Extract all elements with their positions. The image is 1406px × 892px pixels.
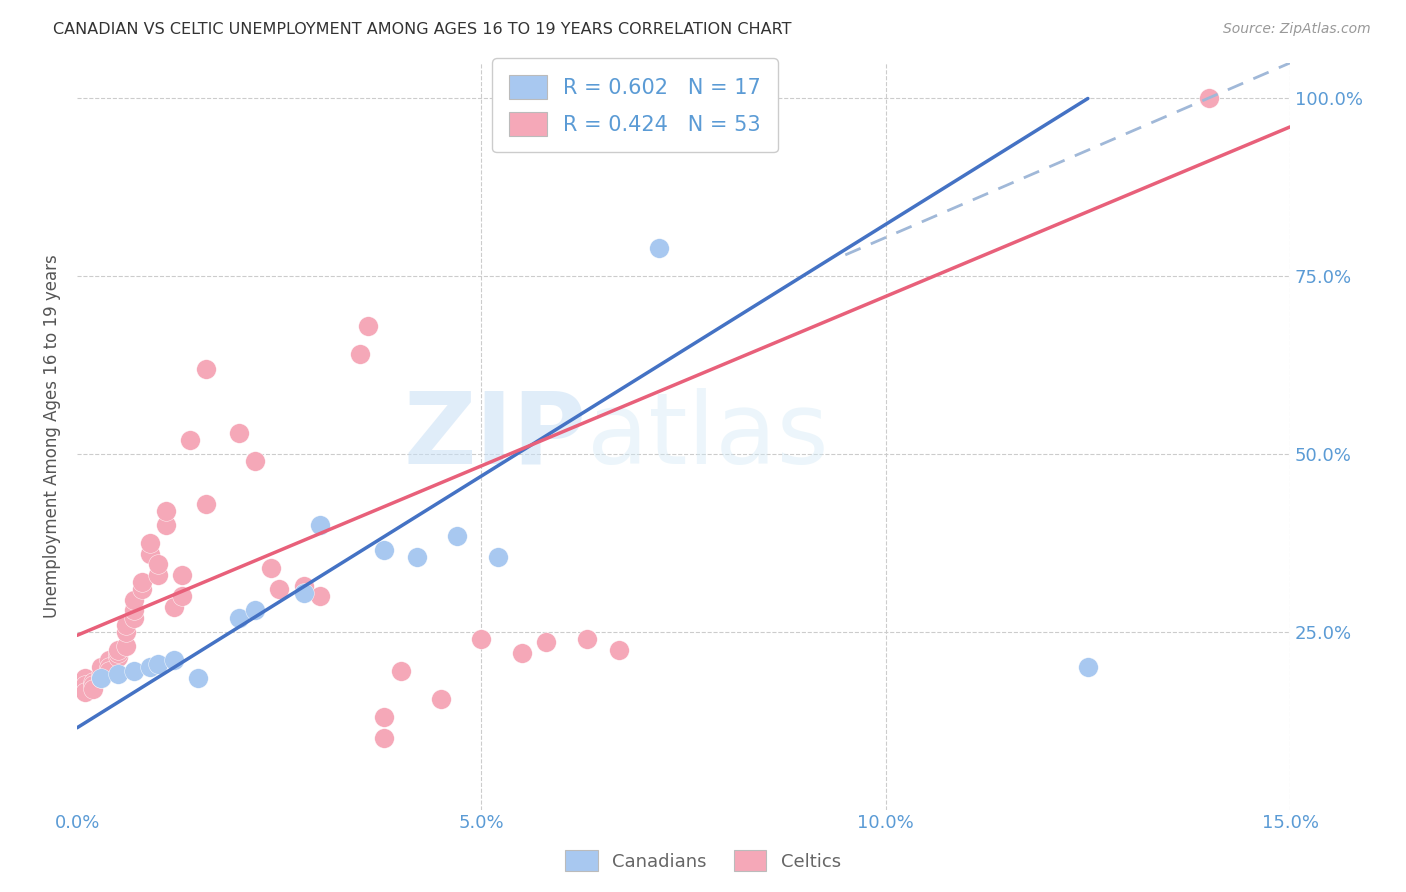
Point — [243, 603, 266, 617]
Point — [131, 582, 153, 596]
Point — [243, 454, 266, 468]
Legend: R = 0.602   N = 17, R = 0.424   N = 53: R = 0.602 N = 17, R = 0.424 N = 53 — [492, 58, 778, 153]
Point — [389, 664, 412, 678]
Point — [163, 653, 186, 667]
Point — [373, 543, 395, 558]
Point — [82, 678, 104, 692]
Point — [90, 671, 112, 685]
Point — [575, 632, 598, 646]
Point — [228, 610, 250, 624]
Point — [607, 642, 630, 657]
Point — [155, 504, 177, 518]
Point — [98, 653, 121, 667]
Point — [122, 603, 145, 617]
Point — [172, 567, 194, 582]
Point — [82, 681, 104, 696]
Point — [195, 361, 218, 376]
Point — [486, 550, 509, 565]
Point — [1077, 660, 1099, 674]
Point — [648, 241, 671, 255]
Point — [260, 561, 283, 575]
Point — [107, 667, 129, 681]
Point — [146, 558, 169, 572]
Point — [470, 632, 492, 646]
Point — [163, 599, 186, 614]
Point — [179, 433, 201, 447]
Point — [292, 585, 315, 599]
Point — [155, 518, 177, 533]
Point — [75, 671, 97, 685]
Point — [446, 529, 468, 543]
Point — [373, 710, 395, 724]
Point — [75, 685, 97, 699]
Point — [122, 610, 145, 624]
Point — [107, 649, 129, 664]
Point — [122, 664, 145, 678]
Point — [90, 671, 112, 685]
Point — [146, 567, 169, 582]
Point — [139, 660, 162, 674]
Point — [510, 646, 533, 660]
Point — [308, 518, 330, 533]
Point — [146, 657, 169, 671]
Point — [82, 674, 104, 689]
Point — [269, 582, 291, 596]
Point — [90, 660, 112, 674]
Point — [228, 425, 250, 440]
Legend: Canadians, Celtics: Canadians, Celtics — [558, 843, 848, 879]
Point — [114, 639, 136, 653]
Point — [98, 664, 121, 678]
Point — [357, 318, 380, 333]
Text: ZIP: ZIP — [404, 388, 586, 484]
Text: Source: ZipAtlas.com: Source: ZipAtlas.com — [1223, 22, 1371, 37]
Point — [534, 635, 557, 649]
Point — [98, 660, 121, 674]
Point — [107, 646, 129, 660]
Y-axis label: Unemployment Among Ages 16 to 19 years: Unemployment Among Ages 16 to 19 years — [44, 254, 60, 618]
Point — [139, 547, 162, 561]
Point — [349, 347, 371, 361]
Point — [75, 678, 97, 692]
Point — [195, 497, 218, 511]
Point — [114, 624, 136, 639]
Point — [292, 578, 315, 592]
Text: CANADIAN VS CELTIC UNEMPLOYMENT AMONG AGES 16 TO 19 YEARS CORRELATION CHART: CANADIAN VS CELTIC UNEMPLOYMENT AMONG AG… — [53, 22, 792, 37]
Point — [373, 731, 395, 746]
Point — [131, 574, 153, 589]
Point — [114, 617, 136, 632]
Point — [90, 667, 112, 681]
Point — [139, 536, 162, 550]
Point — [107, 642, 129, 657]
Point — [187, 671, 209, 685]
Point — [308, 589, 330, 603]
Point — [430, 692, 453, 706]
Point — [405, 550, 427, 565]
Point — [1198, 91, 1220, 105]
Point — [172, 589, 194, 603]
Text: atlas: atlas — [586, 388, 828, 484]
Point — [122, 592, 145, 607]
